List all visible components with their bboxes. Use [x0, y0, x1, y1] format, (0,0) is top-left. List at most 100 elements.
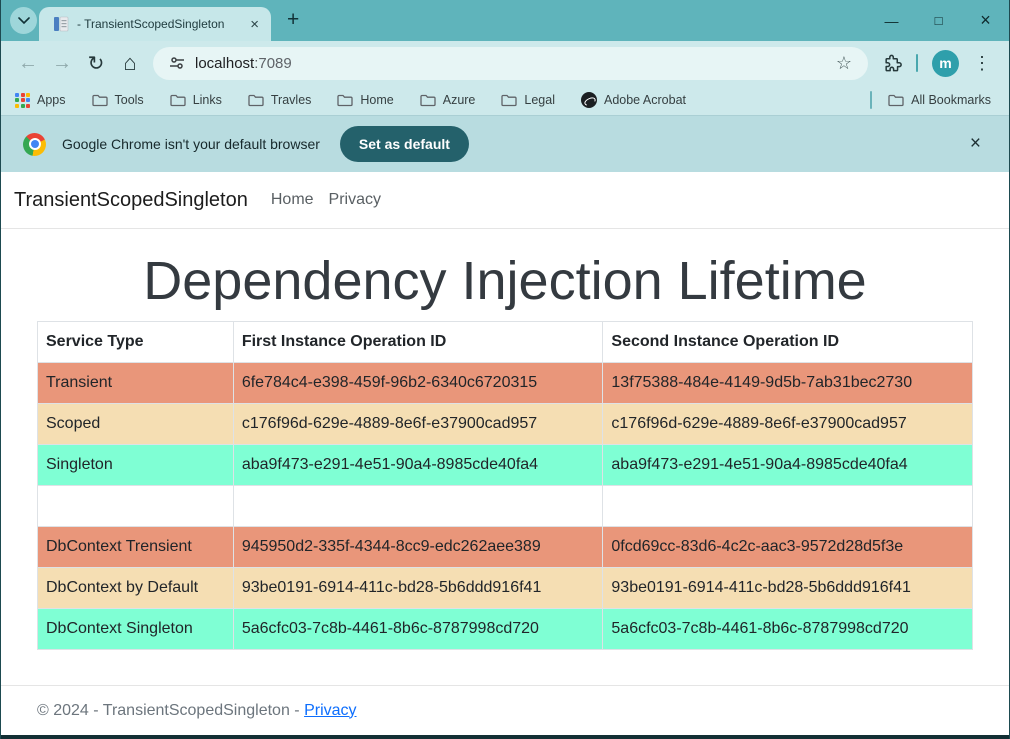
minimize-button[interactable]: — [868, 0, 915, 41]
web-page: TransientScopedSingleton Home Privacy De… [1, 172, 1009, 735]
bookmark-adobe-acrobat[interactable]: Adobe Acrobat [581, 92, 686, 108]
bookmark-folder-home[interactable]: Home [337, 93, 393, 107]
cell-service: DbContext by Default [38, 568, 234, 609]
cell-service [38, 486, 234, 527]
all-bookmarks-label: All Bookmarks [911, 93, 991, 107]
folder-icon [501, 94, 517, 107]
cell-first-id: 6fe784c4-e398-459f-96b2-6340c6720315 [233, 363, 603, 404]
table-row: DbContext Trensient 945950d2-335f-4344-8… [38, 527, 973, 568]
bookmark-folder-tools[interactable]: Tools [92, 93, 144, 107]
bookmark-label: Travles [271, 93, 312, 107]
table-row: DbContext by Default 93be0191-6914-411c-… [38, 568, 973, 609]
bookmark-label: Adobe Acrobat [604, 93, 686, 107]
bookmark-apps[interactable]: Apps [15, 93, 66, 108]
reload-icon[interactable]: ↻ [79, 46, 113, 80]
bookmark-label: Azure [443, 93, 476, 107]
footer-privacy-link[interactable]: Privacy [304, 702, 356, 719]
site-navbar: TransientScopedSingleton Home Privacy [1, 172, 1009, 229]
browser-toolbar: ← → ↻ ⌂ localhost:7089 ☆ m ⋮ [1, 41, 1009, 85]
close-window-button[interactable]: × [962, 0, 1009, 41]
col-header-first-id: First Instance Operation ID [233, 322, 603, 363]
folder-icon [248, 94, 264, 107]
window-bottom-edge [1, 735, 1009, 739]
table-row: Scoped c176f96d-629e-4889-8e6f-e37900cad… [38, 404, 973, 445]
profile-avatar[interactable]: m [932, 50, 959, 77]
bookmark-star-icon[interactable]: ☆ [830, 53, 858, 74]
toolbar-divider [916, 54, 918, 72]
site-nav-links: Home Privacy [271, 191, 381, 209]
col-header-second-id: Second Instance Operation ID [603, 322, 973, 363]
col-header-service-type: Service Type [38, 322, 234, 363]
tab-close-icon[interactable]: × [246, 16, 263, 33]
url-port: :7089 [254, 55, 292, 72]
bookmark-label: Legal [524, 93, 555, 107]
folder-icon [337, 94, 353, 107]
folder-icon [170, 94, 186, 107]
page-title: Dependency Injection Lifetime [37, 250, 973, 312]
cell-second-id: 0fcd69cc-83d6-4c2c-aac3-9572d28d5f3e [603, 527, 973, 568]
browser-tab[interactable]: - TransientScopedSingleton × [39, 7, 271, 41]
notification-message: Google Chrome isn't your default browser [62, 136, 320, 152]
nav-link-home[interactable]: Home [271, 191, 314, 209]
tune-icon [169, 56, 185, 70]
maximize-button[interactable]: □ [915, 0, 962, 41]
bookmark-folder-legal[interactable]: Legal [501, 93, 555, 107]
cell-second-id: c176f96d-629e-4889-8e6f-e37900cad957 [603, 404, 973, 445]
site-brand-link[interactable]: TransientScopedSingleton [14, 189, 248, 212]
bookmark-label: Tools [115, 93, 144, 107]
back-icon[interactable]: ← [11, 46, 45, 80]
folder-icon [92, 94, 108, 107]
chevron-down-icon [18, 17, 30, 25]
apps-grid-icon [15, 93, 30, 108]
cell-service: Scoped [38, 404, 234, 445]
bookmark-folder-links[interactable]: Links [170, 93, 222, 107]
table-header-row: Service Type First Instance Operation ID… [38, 322, 973, 363]
table-row: Transient 6fe784c4-e398-459f-96b2-6340c6… [38, 363, 973, 404]
notification-close-icon[interactable]: × [964, 133, 987, 155]
window-controls: — □ × [868, 0, 1009, 41]
url-text[interactable]: localhost:7089 [195, 55, 292, 72]
cell-first-id: 945950d2-335f-4344-8cc9-edc262aee389 [233, 527, 603, 568]
tab-title: - TransientScopedSingleton [77, 17, 246, 31]
set-as-default-button[interactable]: Set as default [340, 126, 469, 162]
cell-first-id: aba9f473-e291-4e51-90a4-8985cde40fa4 [233, 445, 603, 486]
home-icon[interactable]: ⌂ [113, 46, 147, 80]
table-row: DbContext Singleton 5a6cfc03-7c8b-4461-8… [38, 609, 973, 650]
adobe-acrobat-icon [581, 92, 597, 108]
footer-copyright: © 2024 - TransientScopedSingleton - [37, 702, 304, 719]
forward-icon[interactable]: → [45, 46, 79, 80]
cell-first-id: 93be0191-6914-411c-bd28-5b6ddd916f41 [233, 568, 603, 609]
tab-favicon [53, 16, 69, 32]
bookmarks-bar: Apps Tools Links Travles Home Azure Lega… [1, 85, 1009, 115]
tab-search-button[interactable] [10, 7, 37, 34]
bookmark-label: Links [193, 93, 222, 107]
default-browser-notification: Google Chrome isn't your default browser… [1, 115, 1009, 172]
nav-link-privacy[interactable]: Privacy [329, 191, 381, 209]
main-content: Dependency Injection Lifetime Service Ty… [1, 229, 1009, 685]
extensions-puzzle-icon[interactable] [876, 47, 908, 79]
bookmark-label: Home [360, 93, 393, 107]
cell-second-id: 93be0191-6914-411c-bd28-5b6ddd916f41 [603, 568, 973, 609]
bookmark-folder-azure[interactable]: Azure [420, 93, 476, 107]
folder-icon [420, 94, 436, 107]
bookmarks-right: All Bookmarks [862, 91, 995, 109]
cell-service: DbContext Trensient [38, 527, 234, 568]
all-bookmarks-button[interactable]: All Bookmarks [888, 93, 991, 107]
menu-dots-icon[interactable]: ⋮ [965, 53, 999, 74]
table-row: Singleton aba9f473-e291-4e51-90a4-8985cd… [38, 445, 973, 486]
di-lifetime-table: Service Type First Instance Operation ID… [37, 321, 973, 650]
table-row-empty [38, 486, 973, 527]
bookmarks-divider [870, 91, 872, 109]
cell-first-id: 5a6cfc03-7c8b-4461-8b6c-8787998cd720 [233, 609, 603, 650]
bookmark-label: Apps [37, 93, 66, 107]
address-bar[interactable]: localhost:7089 ☆ [153, 47, 868, 80]
bookmark-folder-travles[interactable]: Travles [248, 93, 312, 107]
chrome-logo-icon [23, 133, 46, 156]
cell-service: DbContext Singleton [38, 609, 234, 650]
cell-service: Transient [38, 363, 234, 404]
cell-second-id [603, 486, 973, 527]
cell-second-id: 5a6cfc03-7c8b-4461-8b6c-8787998cd720 [603, 609, 973, 650]
site-footer: © 2024 - TransientScopedSingleton - Priv… [1, 685, 1009, 735]
new-tab-button[interactable]: + [287, 8, 299, 32]
cell-first-id [233, 486, 603, 527]
